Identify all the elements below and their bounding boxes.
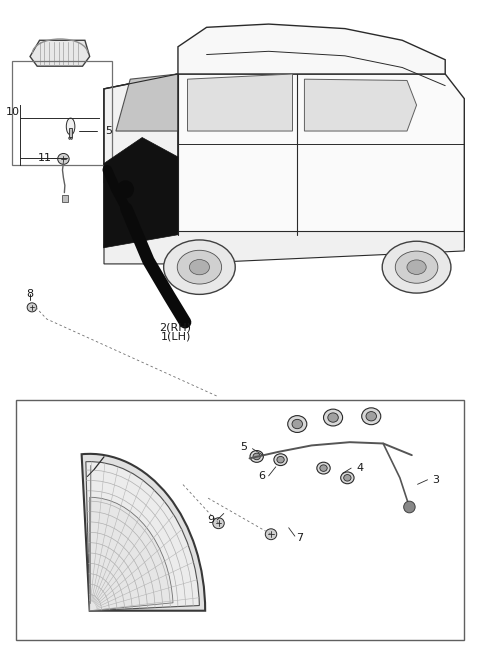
Ellipse shape (58, 154, 69, 164)
Ellipse shape (27, 303, 36, 312)
Ellipse shape (190, 260, 209, 275)
Ellipse shape (71, 137, 72, 139)
Ellipse shape (362, 408, 381, 424)
Ellipse shape (69, 137, 71, 139)
Polygon shape (304, 79, 417, 131)
Ellipse shape (250, 450, 264, 462)
Wedge shape (90, 497, 173, 611)
Ellipse shape (288, 415, 307, 432)
Polygon shape (120, 215, 173, 235)
Bar (69, 128, 72, 137)
Text: 3: 3 (432, 475, 439, 485)
Wedge shape (82, 454, 205, 611)
Bar (16, 400, 464, 640)
Ellipse shape (328, 413, 338, 422)
Ellipse shape (404, 501, 415, 513)
Polygon shape (178, 24, 445, 74)
Polygon shape (104, 74, 464, 248)
Text: 11: 11 (37, 153, 51, 163)
Ellipse shape (344, 475, 351, 481)
Ellipse shape (292, 419, 302, 429)
Text: 4: 4 (357, 463, 364, 473)
Ellipse shape (66, 118, 75, 135)
Ellipse shape (253, 453, 260, 460)
Ellipse shape (341, 472, 354, 484)
Polygon shape (30, 40, 90, 66)
Ellipse shape (213, 518, 224, 529)
Ellipse shape (366, 411, 376, 421)
Polygon shape (62, 195, 68, 202)
Text: 5: 5 (240, 443, 247, 452)
Text: 1(LH): 1(LH) (160, 331, 191, 342)
Text: 9: 9 (207, 515, 214, 525)
Ellipse shape (317, 462, 330, 474)
Ellipse shape (274, 454, 287, 465)
Polygon shape (116, 74, 178, 131)
Ellipse shape (320, 465, 327, 471)
Polygon shape (104, 137, 178, 248)
Ellipse shape (265, 529, 277, 540)
Ellipse shape (177, 250, 222, 284)
Ellipse shape (382, 242, 451, 293)
Ellipse shape (164, 240, 235, 294)
Text: 8: 8 (26, 290, 34, 299)
Ellipse shape (117, 180, 134, 199)
Text: 2(RH): 2(RH) (159, 322, 192, 333)
Ellipse shape (407, 260, 426, 275)
Polygon shape (104, 232, 464, 264)
Polygon shape (188, 74, 292, 131)
Polygon shape (104, 74, 178, 248)
Wedge shape (86, 462, 199, 611)
Text: 10: 10 (6, 107, 20, 117)
Bar (12, 61, 112, 165)
Text: 5: 5 (105, 126, 112, 136)
Text: 7: 7 (296, 533, 303, 543)
Text: 6: 6 (258, 471, 265, 481)
Ellipse shape (324, 409, 343, 426)
Ellipse shape (395, 251, 438, 283)
Ellipse shape (277, 456, 284, 463)
